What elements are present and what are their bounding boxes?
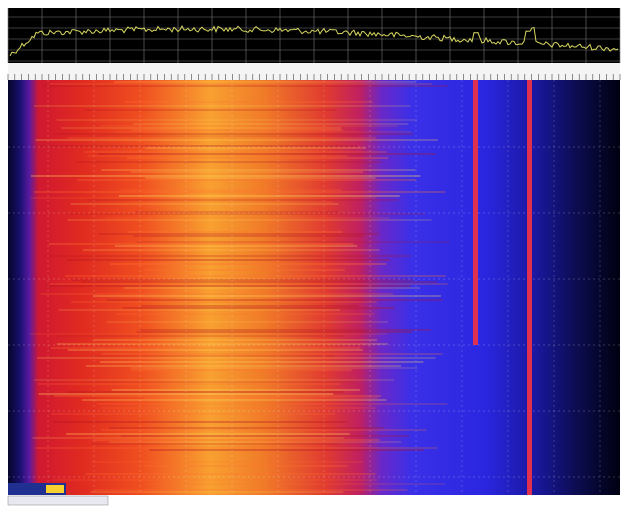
color-scale-hot — [46, 485, 64, 493]
status-bar — [8, 496, 108, 505]
carrier-line — [527, 80, 532, 495]
carrier-line — [473, 80, 478, 345]
